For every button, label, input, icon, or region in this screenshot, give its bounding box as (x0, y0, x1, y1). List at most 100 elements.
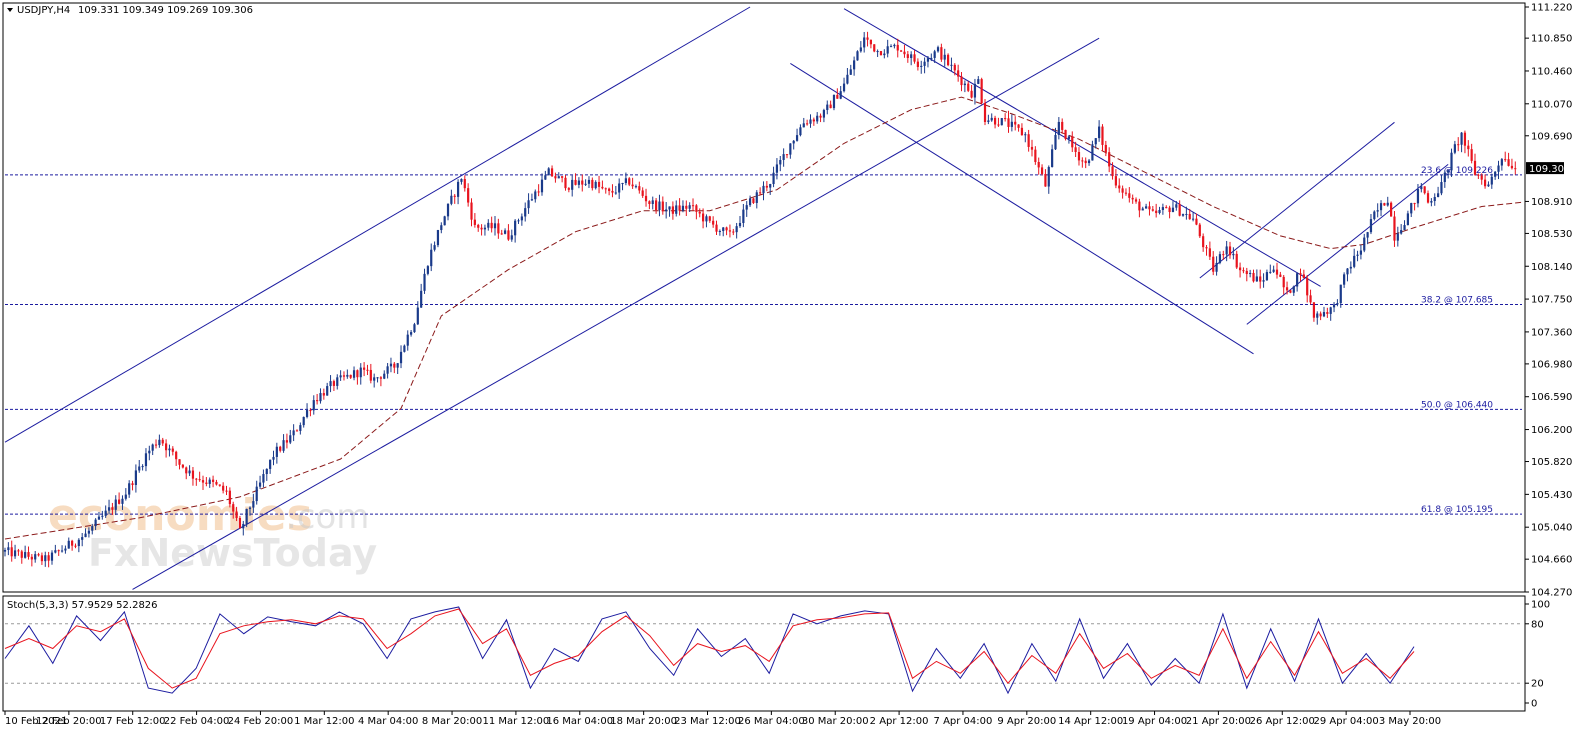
candle-body (1296, 273, 1299, 287)
stochastic-axis: 100 80 20 0 (1525, 600, 1550, 710)
candle-body (594, 181, 597, 189)
candle (7, 542, 10, 556)
candle (1094, 138, 1097, 149)
candle-body (1393, 216, 1396, 241)
candle (748, 195, 752, 207)
candle-body (1487, 184, 1490, 187)
candle (718, 229, 721, 236)
candle-body (1205, 247, 1208, 249)
candle-body (651, 200, 654, 205)
candle-body (1269, 271, 1272, 273)
time-tick-label: 2 Apr 12:00 (870, 716, 929, 727)
candle (376, 377, 379, 383)
candle-body (1400, 230, 1403, 234)
candle (1044, 169, 1047, 187)
candle-body (403, 345, 406, 352)
candle (71, 539, 74, 551)
candle-body (839, 91, 842, 99)
candle-body (1098, 126, 1101, 139)
candle-body (1326, 312, 1329, 314)
time-tick-label: 1 Mar 12:00 (294, 716, 354, 727)
candle (164, 439, 168, 458)
candle-body (577, 180, 581, 185)
candle-body (1430, 201, 1433, 203)
candle-body (1319, 313, 1322, 317)
candle-body (785, 154, 789, 156)
candle (24, 545, 27, 559)
candle (963, 80, 966, 93)
candle (1121, 185, 1124, 199)
candle (853, 56, 856, 76)
candle (336, 374, 339, 390)
candle-body (1403, 225, 1406, 231)
candle-body (436, 230, 440, 246)
candle (473, 213, 476, 228)
candle (326, 382, 329, 396)
candle-body (1004, 118, 1007, 120)
candle-body (1279, 274, 1282, 277)
candle-body (1265, 272, 1269, 281)
candle-body (816, 115, 819, 122)
candle (346, 369, 349, 379)
candle-body (373, 377, 376, 381)
candle-body (134, 470, 137, 486)
candle (87, 527, 91, 538)
candle (94, 518, 97, 531)
candle-body (242, 523, 245, 529)
candle (809, 114, 812, 128)
candle (856, 50, 859, 61)
candle (1326, 307, 1329, 318)
candle-body (1101, 126, 1104, 145)
candle (1483, 174, 1487, 189)
candle (866, 31, 869, 47)
collapse-triangle-icon[interactable] (7, 8, 13, 12)
candle (762, 181, 765, 201)
candle (1081, 157, 1084, 168)
candle-body (222, 485, 225, 491)
stoch-signal-line (4, 608, 1415, 689)
candle-body (524, 208, 527, 217)
candle (440, 222, 443, 234)
candle (1309, 289, 1312, 305)
candle-body (1020, 127, 1024, 136)
candle-body (430, 249, 433, 267)
candle (987, 114, 990, 125)
candle (735, 222, 738, 239)
candle (953, 63, 956, 76)
candle (1141, 206, 1144, 211)
candle (1181, 213, 1185, 217)
candle (668, 206, 671, 217)
candle-body (510, 235, 513, 240)
candle-body (1044, 173, 1047, 187)
candle (1098, 120, 1101, 142)
candle (1259, 269, 1262, 289)
candle-body (1443, 172, 1446, 183)
candle (879, 50, 883, 56)
candle-body (846, 74, 849, 84)
candle (742, 203, 745, 228)
candle-body (144, 453, 148, 467)
candle (40, 552, 44, 565)
candle (101, 510, 104, 520)
candle-body (725, 227, 728, 231)
candle (450, 189, 453, 206)
time-tick-label: 23 Mar 12:00 (674, 716, 741, 727)
candle (211, 475, 215, 488)
candle-body (262, 474, 265, 483)
candle (349, 374, 352, 379)
candle (1222, 250, 1225, 260)
candle (1376, 203, 1379, 218)
candle-body (832, 94, 836, 109)
candle (1306, 274, 1309, 303)
candle-body (64, 548, 67, 551)
candle (1510, 158, 1514, 170)
candle-body (638, 186, 641, 191)
candle (456, 179, 460, 205)
candle (681, 200, 685, 213)
candle (819, 113, 822, 123)
candle-body (990, 117, 993, 121)
time-tick-label: 17 Feb 12:00 (100, 716, 166, 727)
candle (1010, 114, 1013, 132)
candle (443, 215, 446, 226)
